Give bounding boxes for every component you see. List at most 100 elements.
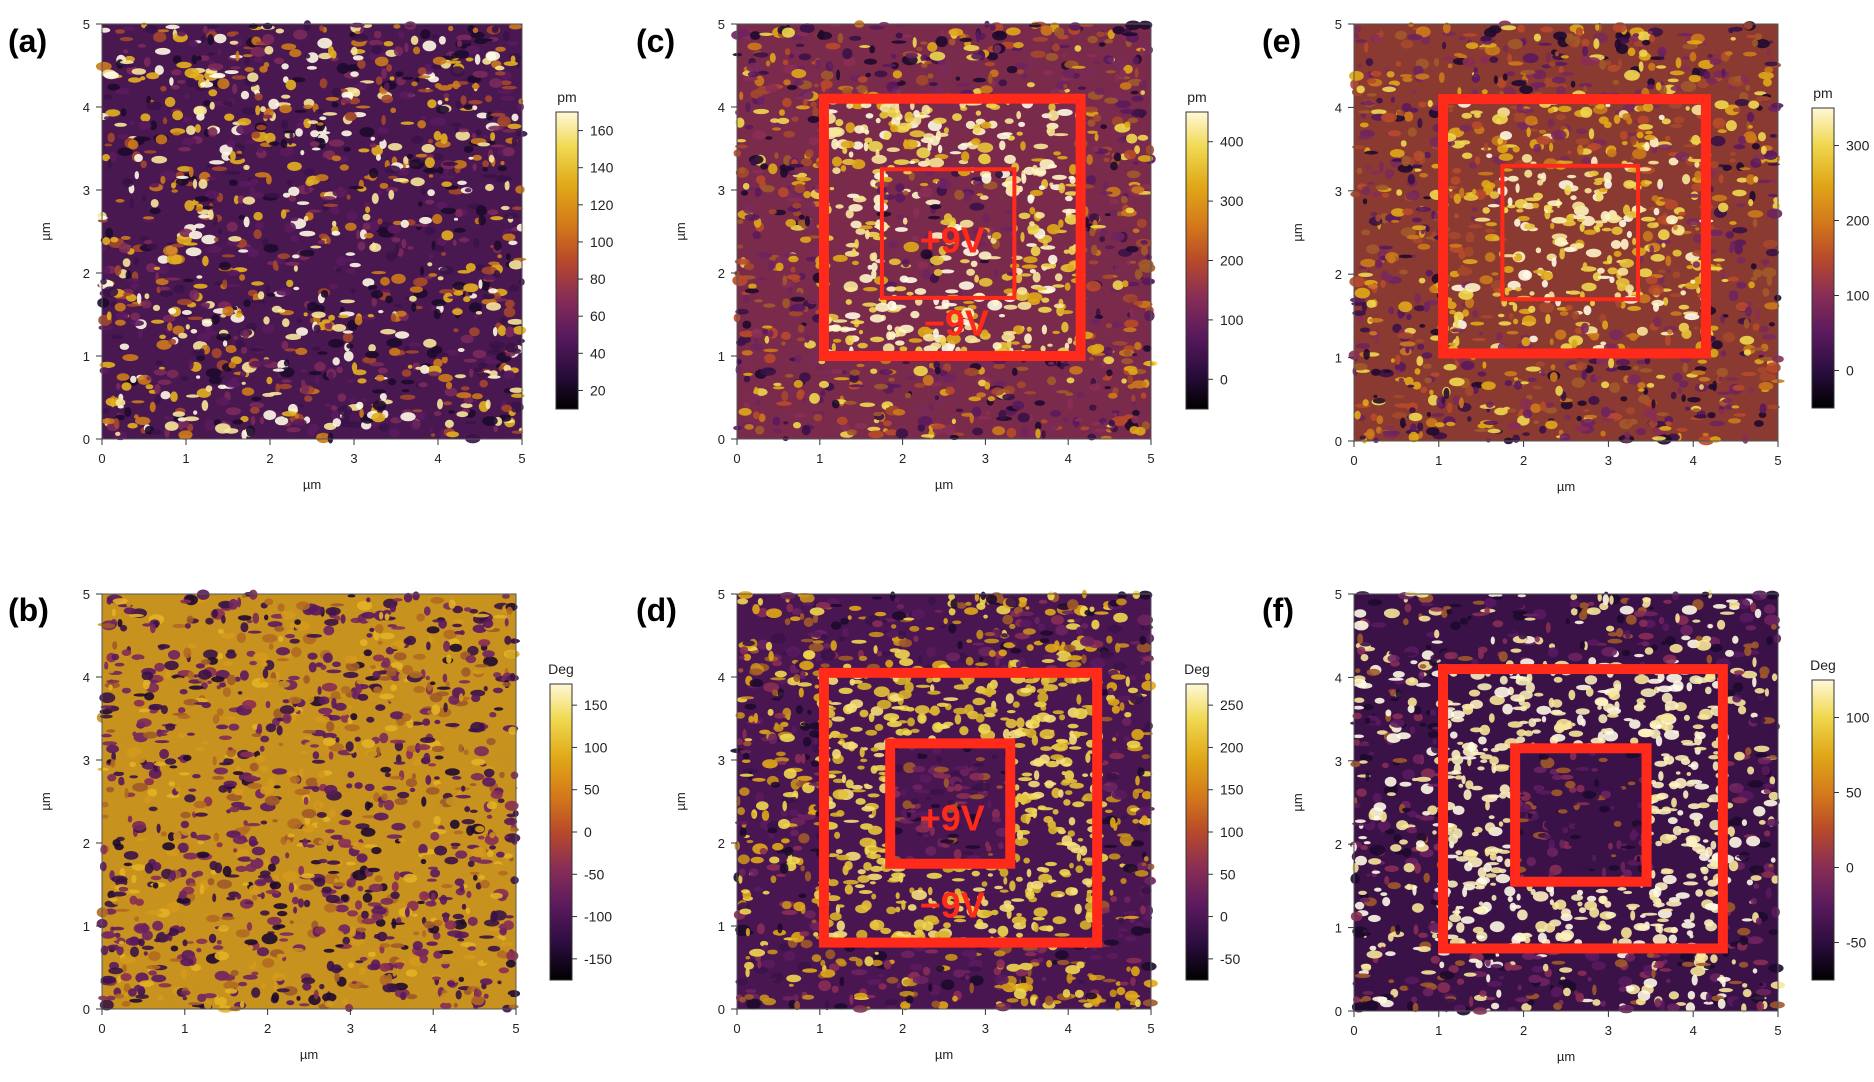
colorbar-tick-label: 0 [1846,363,1854,379]
x-tick-label: 3 [347,1021,354,1036]
x-axis-label: µm [935,477,953,492]
x-tick-label: 1 [182,451,189,466]
outer-poling-frame [818,93,1086,361]
x-axis-label: µm [935,1047,953,1062]
panel-a: (a) 0 1 2 3 4 5 0 1 2 3 4 5 µm µm pm 20 40 60 80 100 120 140 16… [8,17,614,492]
x-axis-label: µm [300,1047,318,1062]
afm-image [731,20,1158,442]
colorbar-tick-label: 300 [1846,138,1870,154]
panel-label: (b) [8,592,49,628]
x-tick-label: 2 [1520,453,1527,468]
x-tick-label: 4 [1065,1021,1072,1036]
y-tick-label: 4 [83,670,90,685]
x-tick-label: 2 [899,1021,906,1036]
x-tick-label: 5 [1147,1021,1154,1036]
x-tick-label: 1 [816,1021,823,1036]
colorbar-tick-label: 0 [1220,371,1228,387]
voltage-annotation: +9V [920,798,985,839]
panel-e: (e) 0 1 2 3 4 5 0 1 2 3 4 5 µm µm pm 0 100 200 300 [1262,17,1870,494]
x-tick-label: 4 [1690,1023,1697,1038]
outer-poling-frame [1438,94,1711,359]
x-tick-label: 5 [1774,453,1781,468]
inner-poling-frame [879,167,1017,300]
afm-image [1350,589,1785,1016]
panel-c: (c) +9V −9V 0 1 2 3 4 5 0 1 2 3 4 5 µm µm pm 0 100 200 300 400 [636,17,1244,492]
colorbar-tick-label: 50 [1220,866,1236,882]
y-tick-label: 2 [1335,267,1342,282]
y-tick-label: 3 [1335,184,1342,199]
afm-image [95,20,528,444]
colorbar-tick-label: 200 [1846,213,1870,229]
panel-d: (d)+9V−9V0 1 2 3 4 5012345µmµmDeg-50050100150… [636,587,1244,1062]
y-tick-label: 3 [718,753,725,768]
x-tick-label: 1 [1435,1023,1442,1038]
colorbar-tick-label: 100 [1220,312,1244,328]
y-tick-label: 4 [718,100,725,115]
x-tick-label: 0 [733,1021,740,1036]
panel-label: (d) [636,592,677,628]
colorbar-tick-label: 200 [1220,739,1244,755]
x-tick-label: 3 [1605,1023,1612,1038]
colorbar [1185,111,1209,410]
colorbar [1185,683,1209,981]
x-tick-label: 4 [434,451,441,466]
y-tick-label: 3 [83,183,90,198]
panel-b: (b)0 1 2 3 4 5012345µmµmDeg-150-100-500501001… [8,587,612,1062]
y-tick-label: 0 [718,432,725,447]
y-tick-label: 5 [718,17,725,32]
colorbar-tick-label: 60 [590,308,606,324]
y-tick-label: 1 [1335,351,1342,366]
colorbar-tick-label: 50 [1846,785,1862,801]
colorbar-tick-label: 40 [590,345,606,361]
x-tick-label: 4 [430,1021,437,1036]
panel-label: (c) [636,23,675,59]
x-axis-label: µm [303,477,321,492]
inner-poling-frame [885,738,1016,869]
y-axis-label: µm [1290,793,1305,811]
colorbar-tick-label: 100 [1846,710,1870,726]
colorbar-unit: pm [1187,89,1206,105]
y-axis-label: µm [38,792,53,810]
colorbar-tick-label: 160 [590,123,614,139]
colorbar-tick-label: 200 [1220,253,1244,269]
colorbar-tick-label: -50 [1846,935,1866,951]
y-tick-label: 1 [83,349,90,364]
panel-label: (e) [1262,23,1301,59]
colorbar-tick-label: 150 [1220,782,1244,798]
x-axis-label: µm [1557,1049,1575,1064]
y-tick-label: 5 [1335,587,1342,602]
colorbar-tick-label: 120 [590,197,614,213]
y-tick-label: 0 [718,1002,725,1017]
y-tick-label: 5 [1335,17,1342,32]
y-tick-label: 0 [1335,434,1342,449]
x-tick-label: 1 [816,451,823,466]
x-tick-label: 3 [982,451,989,466]
x-tick-label: 1 [1435,453,1442,468]
x-tick-label: 0 [98,451,105,466]
x-tick-label: 0 [98,1021,105,1036]
y-tick-label: 3 [83,753,90,768]
x-tick-label: 2 [266,451,273,466]
panel-label: (f) [1262,592,1294,628]
x-tick-label: 0 [1350,1023,1357,1038]
colorbar-tick-label: 80 [590,271,606,287]
y-axis-label: µm [38,222,53,240]
y-tick-label: 3 [718,183,725,198]
x-tick-label: 1 [181,1021,188,1036]
colorbar-unit: Deg [548,661,574,677]
inner-poling-frame [1500,163,1641,302]
voltage-annotation: +9V [920,219,985,260]
y-tick-label: 4 [718,670,725,685]
colorbar-unit: Deg [1184,661,1210,677]
voltage-annotation: −9V [924,302,989,343]
colorbar-tick-label: -50 [584,866,604,882]
x-tick-label: 5 [1774,1023,1781,1038]
y-tick-label: 5 [83,17,90,32]
colorbar-tick-label: 150 [584,697,608,713]
afm-image [1348,20,1785,446]
colorbar-tick-label: -100 [584,909,612,925]
colorbar-tick-label: -50 [1220,951,1240,967]
y-tick-label: 2 [718,266,725,281]
x-tick-label: 2 [899,451,906,466]
